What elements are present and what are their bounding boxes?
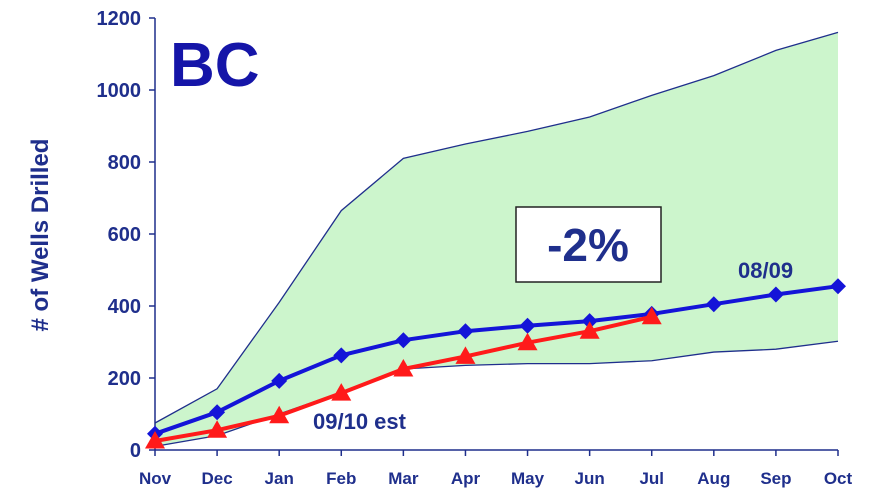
data-point-diamond bbox=[457, 323, 474, 340]
x-tick-label: Jan bbox=[265, 469, 294, 488]
y-tick-label: 400 bbox=[108, 296, 141, 318]
axes: 0 200 400 600 800 1000 1200 Nov Dec Jan Feb Mar Apr M… bbox=[97, 8, 853, 488]
x-tick-label: May bbox=[511, 469, 545, 488]
y-axis-label: # of Wells Drilled bbox=[27, 139, 54, 332]
series-layer bbox=[145, 278, 846, 449]
y-tick-label: 800 bbox=[108, 152, 141, 174]
data-point-diamond bbox=[705, 296, 722, 313]
data-point-diamond bbox=[271, 372, 288, 389]
x-tick-label: Jun bbox=[575, 469, 605, 488]
x-tick-label: Oct bbox=[824, 469, 853, 488]
x-tick-label: Mar bbox=[388, 469, 419, 488]
data-point-triangle bbox=[393, 359, 414, 377]
series-label-09-10: 09/10 est bbox=[313, 409, 407, 434]
data-point-diamond bbox=[581, 313, 598, 330]
data-point-diamond bbox=[519, 317, 536, 334]
historical-range-area bbox=[155, 32, 838, 447]
x-tick-label: Apr bbox=[451, 469, 481, 488]
historical-range-upper-line bbox=[154, 31, 839, 424]
x-tick-label: Feb bbox=[326, 469, 356, 488]
y-tick-label: 1200 bbox=[97, 8, 142, 30]
x-tick-label: Nov bbox=[139, 469, 172, 488]
x-tick-label: Aug bbox=[697, 469, 730, 488]
data-point-triangle bbox=[207, 420, 228, 438]
data-point-triangle bbox=[331, 383, 352, 401]
percent-annotation-text: -2% bbox=[547, 219, 629, 271]
data-point-diamond bbox=[209, 404, 226, 421]
y-tick-label: 600 bbox=[108, 224, 141, 246]
series-label-08-09: 08/09 bbox=[738, 258, 793, 283]
data-point-diamond bbox=[830, 278, 846, 295]
series-line bbox=[154, 284, 839, 436]
x-tick-label: Jul bbox=[639, 469, 664, 488]
data-point-triangle bbox=[145, 431, 165, 449]
y-tick-label: 1000 bbox=[97, 80, 142, 102]
data-point-triangle bbox=[579, 321, 600, 339]
data-point-diamond bbox=[767, 286, 784, 303]
data-point-triangle bbox=[269, 405, 290, 424]
data-point-triangle bbox=[517, 332, 538, 351]
x-tick-label: Dec bbox=[201, 469, 232, 488]
data-point-diamond bbox=[395, 332, 412, 349]
percent-annotation: -2% bbox=[515, 206, 662, 283]
chart-title: BC bbox=[170, 31, 260, 100]
y-tick-label: 0 bbox=[130, 440, 141, 462]
data-point-diamond bbox=[333, 347, 350, 364]
series-1 bbox=[145, 306, 662, 449]
y-tick-label: 200 bbox=[108, 368, 141, 390]
data-point-triangle bbox=[455, 346, 476, 364]
data-point-triangle bbox=[641, 306, 662, 325]
percent-annotation-box bbox=[515, 206, 662, 283]
x-tick-label: Sep bbox=[760, 469, 791, 488]
